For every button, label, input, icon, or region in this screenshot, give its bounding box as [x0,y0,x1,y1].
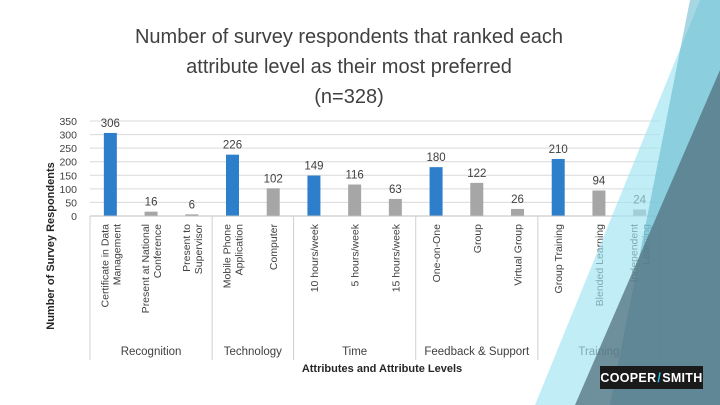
group-label: Feedback & Support [424,346,530,358]
category-label-line: Group Training [553,224,565,294]
data-label: 226 [223,140,242,152]
bar [266,188,280,216]
y-tick-label: 100 [59,184,77,196]
data-label: 306 [101,118,120,130]
category-label-line: Virtual Group [513,224,525,286]
group-label: Time [342,346,367,358]
data-label: 16 [145,197,158,209]
category-label-line: Mobile Phone [222,224,234,288]
y-tick-label: 200 [59,157,77,169]
data-label: 180 [426,152,445,164]
bar [185,214,199,216]
category-label: One-on-One [431,224,443,283]
bar [144,211,158,216]
category-label-line: Present at National [140,224,152,313]
bar [429,167,443,216]
bar [511,208,524,216]
y-tick-label: 50 [65,197,77,209]
y-tick-label: 300 [59,130,77,142]
category-label: Present toSupervisor [181,224,205,275]
category-label-line: 5 hours/week [350,223,362,286]
data-label: 26 [511,194,524,206]
bar [103,132,117,216]
category-label: Group [472,224,484,253]
category-label-line: Conference [152,224,164,278]
bars: 30616622610214911663180122262109424 [101,118,647,216]
category-label: Mobile PhoneApplication [222,224,246,288]
logo-text-left: COOPER [600,370,657,385]
category-label-line: Supervisor [193,224,205,275]
category-label-line: 15 hours/week [390,223,402,292]
category-label-line: Management [111,224,123,285]
data-label: 149 [304,161,323,173]
category-label: 15 hours/week [390,223,402,292]
gridlines [90,120,660,217]
bar [388,198,402,216]
chart-title-line: Number of survey respondents that ranked… [135,26,563,48]
category-label: Group Training [553,224,565,294]
category-label: Certificate in DataManagement [99,224,123,308]
y-axis-title: Number of Survey Respondents [45,162,57,329]
bar [307,175,321,216]
data-label: 94 [593,175,606,187]
y-tick-label: 250 [59,143,77,155]
bar [551,159,565,216]
decorative-corner-shapes [535,0,720,405]
y-tick-label: 150 [59,170,77,182]
category-label: Virtual Group [513,224,525,286]
category-label: 5 hours/week [350,223,362,286]
bar [592,190,606,216]
category-label-line: Group [472,224,484,253]
x-axis-title: Attributes and Attribute Levels [302,363,462,375]
category-label-line: Computer [268,224,280,271]
bar [348,184,362,216]
logo-text-right: SMITH [662,370,703,385]
cooper-smith-logo: COOPER / SMITH [600,366,703,389]
data-label: 210 [549,144,568,156]
bar [470,182,484,216]
category-label: Present at NationalConference [140,224,164,313]
category-label-line: One-on-One [431,224,443,283]
data-label: 102 [264,173,283,185]
category-label-line: Certificate in Data [99,224,111,308]
category-label-line: Application [234,224,246,276]
category-label: 10 hours/week [309,223,321,292]
group-label: Recognition [121,346,182,358]
category-label: Computer [268,224,280,271]
category-label-line: 10 hours/week [309,223,321,292]
logo-slash: / [657,370,662,385]
chart-title-line: attribute level as their most preferred [186,56,512,78]
data-label: 63 [389,184,402,196]
bar [226,154,239,216]
chart-title: Number of survey respondents that ranked… [135,26,563,108]
data-label: 6 [189,199,195,211]
y-tick-label: 350 [59,116,77,128]
y-tick-label: 0 [71,211,77,223]
data-label: 116 [345,170,363,182]
category-label-line: Present to [181,224,193,272]
deco-band-dark [575,70,720,405]
group-label: Technology [224,346,282,358]
data-label: 122 [467,168,486,180]
chart-title-line: (n=328) [314,86,384,108]
